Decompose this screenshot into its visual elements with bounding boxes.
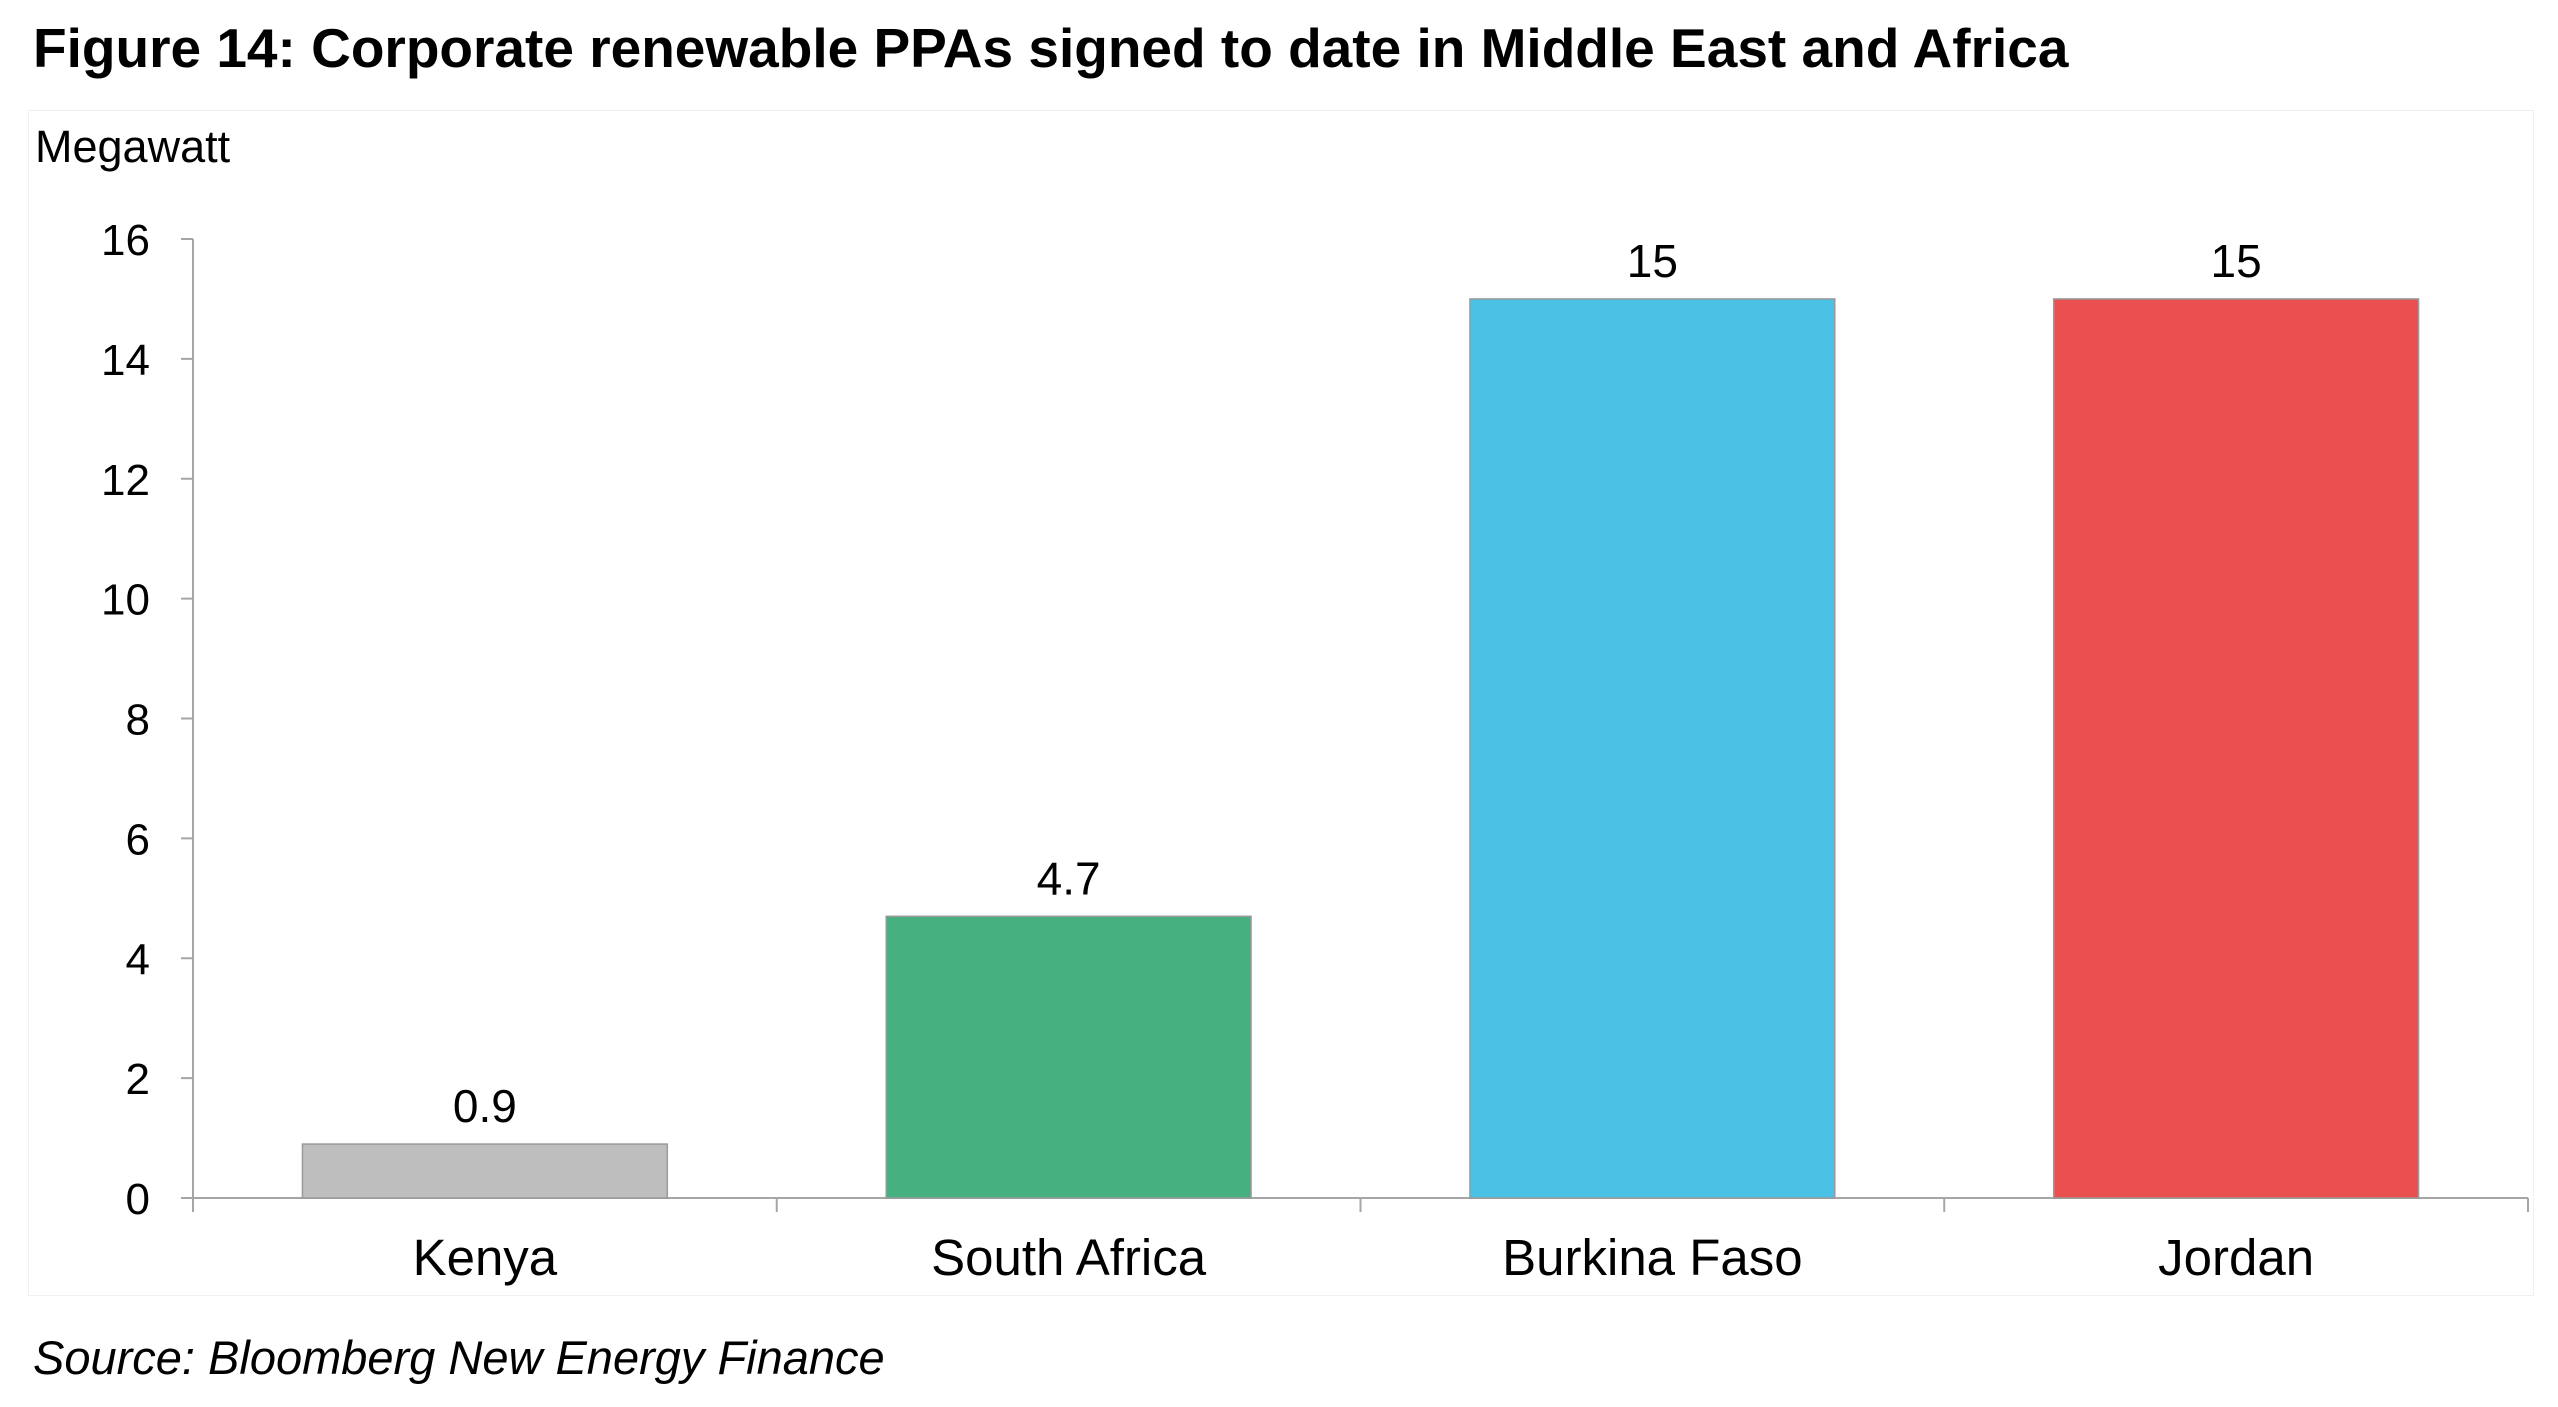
bar-kenya [301, 1143, 669, 1199]
y-tick-label: 2 [126, 1055, 150, 1104]
data-label: 15 [1627, 235, 1678, 287]
y-tick-label: 0 [126, 1175, 150, 1224]
y-tick-label: 10 [101, 576, 150, 625]
category-label: Burkina Faso [1502, 1229, 1802, 1286]
y-tick-label: 12 [101, 456, 150, 505]
y-axis-unit-label: Megawatt [35, 121, 231, 172]
y-tick-label: 8 [126, 696, 150, 745]
plot-frame [28, 110, 2534, 1296]
bar-jordan [2052, 298, 2420, 1199]
category-label: Kenya [413, 1229, 558, 1286]
x-axis [192, 1197, 2529, 1212]
y-tick-label: 14 [101, 336, 150, 385]
data-label: 15 [2211, 235, 2262, 287]
y-axis: 0 2 4 6 8 10 12 14 16 [101, 216, 194, 1224]
y-tick-label: 4 [126, 935, 150, 984]
y-tick-label: 16 [101, 216, 150, 265]
data-labels: 0.9 4.7 15 15 [453, 235, 2262, 1132]
category-labels: Kenya South Africa Burkina Faso Jordan [413, 1229, 2315, 1286]
category-label: South Africa [931, 1229, 1207, 1286]
figure-title: Figure 14: Corporate renewable PPAs sign… [33, 17, 2069, 79]
bar-south-africa [885, 915, 1252, 1199]
bars [301, 298, 2420, 1199]
y-tick-label: 6 [126, 815, 150, 864]
data-label: 4.7 [1037, 852, 1101, 904]
source-note: Source: Bloomberg New Energy Finance [33, 1331, 885, 1384]
bar-burkina-faso [1469, 298, 1836, 1199]
data-label: 0.9 [453, 1080, 517, 1132]
category-label: Jordan [2158, 1229, 2314, 1286]
